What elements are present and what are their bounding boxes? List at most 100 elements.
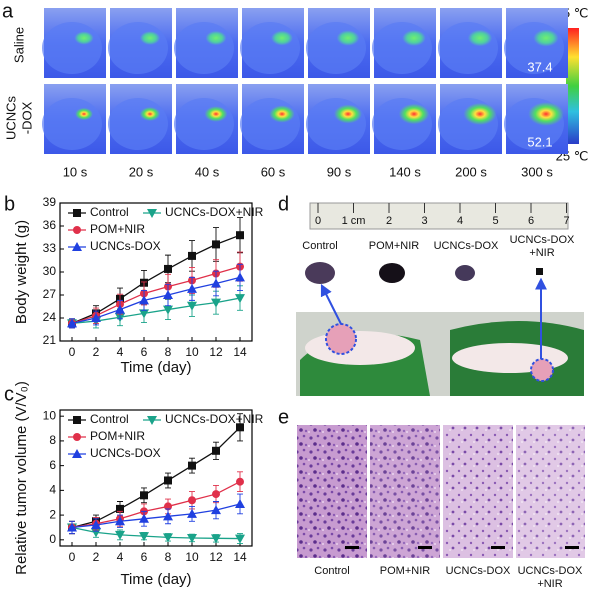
group-label: POM+NIR (369, 240, 419, 252)
marker (236, 231, 244, 240)
ruler-label: 4 (457, 215, 463, 227)
body-outline (240, 98, 300, 150)
scale-bar (491, 546, 505, 549)
time-label: 140 s (389, 164, 421, 179)
legend-label: UCNCs-DOX (90, 446, 161, 460)
marker (212, 490, 220, 499)
body-outline (42, 22, 102, 74)
x-tick-label: 4 (117, 345, 124, 359)
panel-label: a (2, 0, 14, 22)
y-tick-label: 24 (43, 310, 57, 324)
x-tick-label: 2 (93, 345, 100, 359)
histology-image (297, 425, 367, 558)
y-tick-label: 10 (43, 408, 57, 422)
x-tick-label: 0 (69, 550, 76, 564)
body-outline (108, 98, 168, 150)
group-label: POM+NIR (380, 565, 430, 577)
body-outline (174, 98, 234, 150)
y-tick-label: 8 (49, 433, 56, 447)
hot-spot (75, 107, 93, 121)
panel-label: b (4, 193, 15, 215)
time-label: 40 s (195, 164, 220, 179)
body-outline (306, 22, 366, 74)
marker (163, 511, 173, 521)
hot-spot (533, 29, 559, 47)
group-label: +NIR (537, 578, 562, 590)
marker (187, 301, 197, 311)
marker (139, 532, 149, 542)
scale-bar (345, 546, 359, 549)
x-tick-label: 12 (209, 550, 223, 564)
group-label: Control (302, 240, 337, 252)
hot-spot (398, 103, 430, 125)
photo-panel: 0 1 cm 2 3 4 5 6 7 Control POM+NIR UCNCs-DOX UC… (296, 202, 584, 396)
marker (164, 502, 172, 511)
body-outline (174, 22, 234, 74)
ruler-label: 7 (563, 215, 569, 227)
marker (139, 295, 149, 305)
legend-label: Control (90, 412, 129, 426)
group-label: +NIR (529, 247, 554, 259)
hot-spot (139, 31, 161, 45)
x-tick-label: 8 (165, 550, 172, 564)
row-label: Saline (11, 27, 26, 63)
row-label: -DOX (19, 101, 34, 134)
ruler-label: 1 cm (342, 215, 366, 227)
legend-label: POM+NIR (90, 429, 145, 443)
legend-marker (73, 226, 81, 234)
row-label: UCNCs (3, 95, 18, 140)
y-tick-label: 27 (43, 287, 57, 301)
marker (140, 491, 148, 500)
body-outline (306, 98, 366, 150)
panel-label: e (278, 406, 289, 428)
marker (236, 477, 244, 486)
y-tick-label: 6 (49, 458, 56, 472)
hot-spot (334, 104, 362, 124)
x-tick-label: 8 (165, 345, 172, 359)
legend-label: Control (90, 205, 129, 219)
colorbar (566, 28, 579, 144)
marker (212, 240, 220, 249)
marker (67, 522, 77, 532)
tumor (536, 268, 543, 275)
x-tick-label: 2 (93, 550, 100, 564)
y-tick-label: 36 (43, 218, 57, 232)
time-label: 200 s (455, 164, 487, 179)
marker (235, 294, 245, 304)
tumor (305, 262, 335, 284)
thermal-panel: Saline UCNCs -DOX 65 ℃ 25 ℃ 10 s 20 s 40 s… (3, 5, 588, 179)
legend-marker (73, 433, 81, 441)
body-outline (108, 22, 168, 74)
x-tick-label: 12 (209, 345, 223, 359)
hot-spot (528, 102, 564, 126)
legend-label: UCNCs-DOX+NIR (165, 412, 264, 426)
marker (91, 313, 101, 322)
plot-frame (59, 409, 253, 547)
histology-image (516, 425, 585, 558)
hot-spot (139, 107, 161, 121)
time-label: 90 s (327, 164, 352, 179)
marker (235, 498, 245, 508)
legend-marker (147, 416, 157, 425)
histology-panel: Control POM+NIR UCNCs-DOX UCNCs-DOX +NIR (297, 425, 585, 590)
group-label: UCNCs-DOX (446, 565, 511, 577)
body-outline (240, 22, 300, 74)
histology-image (370, 425, 440, 558)
arrow (320, 283, 342, 325)
hot-spot (74, 31, 94, 45)
panel-label: d (278, 193, 289, 215)
marker (211, 278, 221, 288)
marker (91, 528, 101, 538)
series-line (71, 526, 241, 540)
x-axis-label: Time (day) (120, 359, 191, 376)
mouse (305, 331, 415, 365)
group-label: Control (314, 565, 349, 577)
ruler-label: 5 (492, 215, 498, 227)
marker (188, 251, 196, 260)
hot-spot (269, 105, 295, 123)
tumor (455, 265, 475, 281)
group-label: UCNCs-DOX (434, 240, 499, 252)
hot-spot (402, 30, 426, 46)
hot-spot (204, 106, 228, 122)
legend-marker (73, 209, 81, 217)
